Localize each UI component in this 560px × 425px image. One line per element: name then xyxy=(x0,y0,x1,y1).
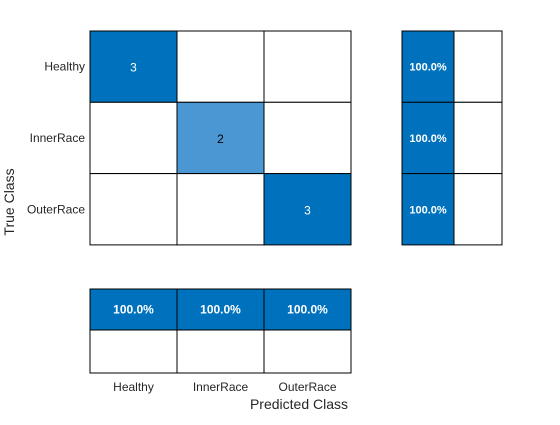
column-summary-empty-cell xyxy=(263,329,352,374)
y-tick-label: OuterRace xyxy=(27,202,85,216)
row-summary-panel: 100.0% 100.0% 100.0% xyxy=(401,30,503,246)
row-summary-value: 100.0% xyxy=(409,133,447,145)
y-tick-label: Healthy xyxy=(44,60,85,74)
x-tick-labels: Healthy InnerRace OuterRace xyxy=(113,380,337,394)
column-summary-empty-cell xyxy=(176,329,265,374)
row-summary-value: 100.0% xyxy=(409,204,447,216)
matrix-cell-0-2 xyxy=(263,30,352,103)
column-summary-value: 100.0% xyxy=(113,303,154,317)
column-summary-value: 100.0% xyxy=(200,303,241,317)
matrix-cell-2-0 xyxy=(89,173,178,246)
matrix-cell-0-1 xyxy=(176,30,265,103)
matrix-cell-2-2 xyxy=(263,173,352,246)
matrix-cell-2-1 xyxy=(176,173,265,246)
column-summary-cell xyxy=(176,288,265,331)
matrix-cell-0-0 xyxy=(89,30,178,103)
confusion-matrix-grid: 3 2 3 xyxy=(89,30,352,246)
y-tick-label: InnerRace xyxy=(30,131,86,145)
row-summary-empty-cell xyxy=(453,30,503,103)
matrix-cell-value: 3 xyxy=(130,61,137,75)
row-summary-empty-cell xyxy=(453,173,503,246)
x-tick-label: OuterRace xyxy=(278,380,336,394)
y-axis-label: True Class xyxy=(1,168,17,235)
y-tick-labels: Healthy InnerRace OuterRace xyxy=(27,60,85,217)
row-summary-cell xyxy=(401,173,455,246)
matrix-cell-value: 3 xyxy=(304,203,311,217)
column-summary-panel: 100.0% 100.0% 100.0% xyxy=(89,288,352,374)
row-summary-empty-cell xyxy=(453,101,503,175)
x-axis-label: Predicted Class xyxy=(250,396,348,412)
x-tick-label: InnerRace xyxy=(193,380,249,394)
matrix-cell-1-1 xyxy=(176,101,265,175)
row-summary-value: 100.0% xyxy=(409,62,447,74)
column-summary-empty-cell xyxy=(89,329,178,374)
matrix-cell-1-2 xyxy=(263,101,352,175)
matrix-cell-1-0 xyxy=(89,101,178,175)
matrix-cell-value: 2 xyxy=(217,132,224,146)
column-summary-value: 100.0% xyxy=(287,303,328,317)
x-tick-label: Healthy xyxy=(113,380,154,394)
